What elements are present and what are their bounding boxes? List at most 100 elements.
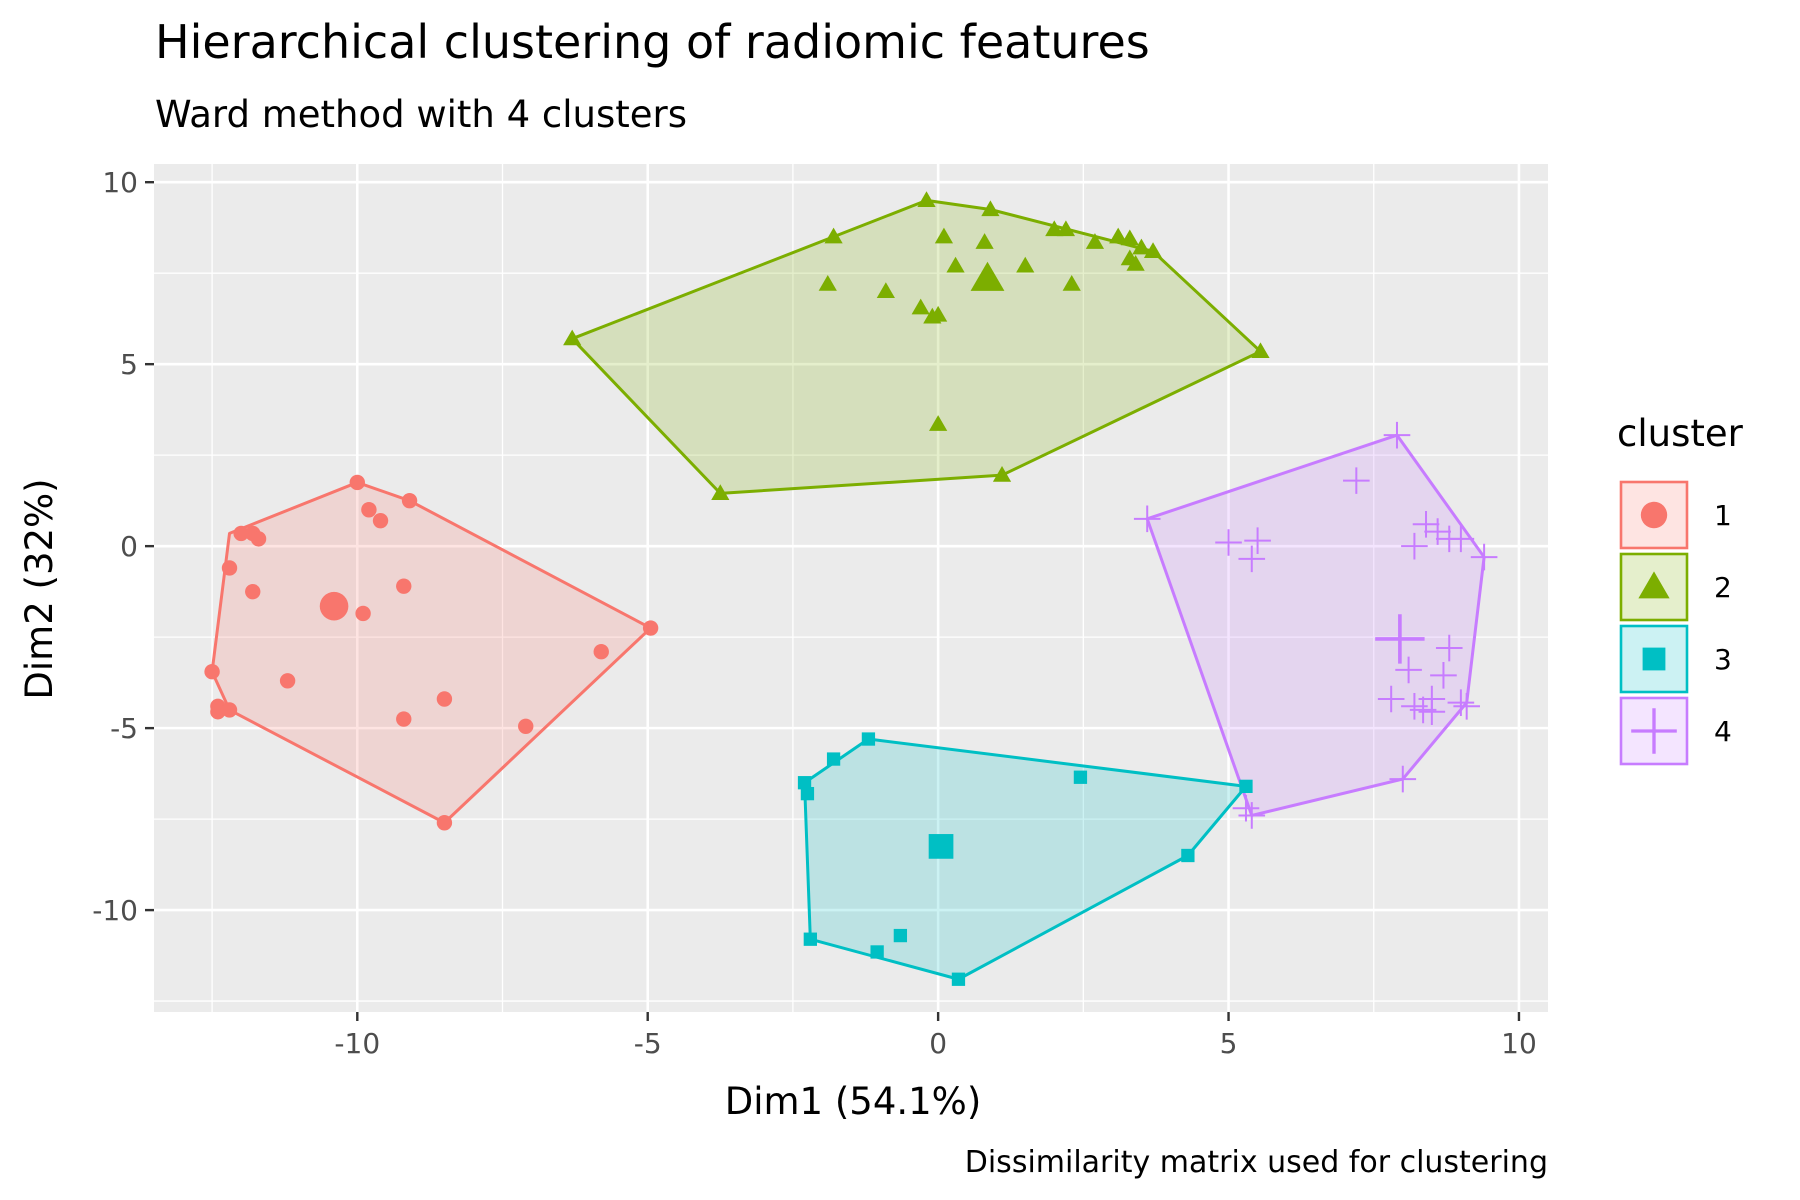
cluster-1-point [221,702,238,718]
cluster-2-centroid [970,261,1005,291]
cluster-2-point [946,256,965,273]
cluster-2-point [876,282,895,298]
cluster-2-point [975,233,994,249]
cluster-2-point [1016,256,1035,273]
y-axis-title: Dim2 (32%) [18,478,61,699]
chart-title: Hierarchical clustering of radiomic feat… [155,15,1150,69]
cluster-1-point [210,704,226,720]
legend-label-3: 3 [1714,643,1732,676]
legend-item-4: 4 [1619,696,1732,766]
cluster-1-point [396,711,412,727]
legend-label-2: 2 [1714,571,1732,604]
cluster-2-point [1143,242,1163,258]
cluster-2-point [1062,274,1081,291]
axes: -10 -5 0 5 10 -10 -5 0 5 10 [92,166,1537,1060]
cluster-4-point [1215,529,1242,556]
cluster-4-point [1232,794,1260,822]
cluster-3-point [1073,770,1088,784]
cluster-1-point [436,691,453,707]
cluster-4-point [1238,545,1266,573]
cluster-3-point [951,972,966,986]
cluster-3-point [1181,848,1195,863]
cluster-2-point [1126,254,1145,271]
cluster-4-centroid [1375,614,1425,664]
cluster-2-point [711,484,730,500]
cluster-2-point [992,466,1012,482]
cluster-1-hull [210,480,653,825]
cluster-3-centroid [928,834,954,859]
x-tick-label: 0 [929,1027,947,1060]
cluster-1-point [518,718,534,735]
cluster-1-centroid [319,591,349,621]
cluster-2-point [818,274,837,291]
cluster-1-point [593,643,609,660]
cluster-3-point [800,786,815,801]
cluster-4-point [1133,505,1161,533]
legend-symbol-4 [1631,708,1677,754]
cluster-4-point [1244,527,1271,554]
cluster-4-point [1418,698,1446,726]
cluster-1-point [372,512,389,529]
legend-label-1: 1 [1714,499,1732,532]
x-axis-title: Dim1 (54.1%) [725,1080,982,1123]
cluster-1-point [279,673,296,689]
cluster-1-point [396,578,412,594]
cluster-1-point [250,531,267,547]
cluster-4-point [1470,543,1498,571]
cluster-2-point [1056,220,1076,237]
cluster-4-point [1424,518,1451,545]
cluster-3-point [826,752,841,766]
cluster-4-point [1412,511,1440,538]
cluster-4-point [1377,685,1405,713]
cluster-1-point [436,815,453,831]
cluster-4-point [1343,467,1370,494]
x-tick-label: -10 [334,1027,380,1060]
legend-label-4: 4 [1714,715,1732,748]
x-tick-label: -5 [634,1027,662,1060]
y-tick-label: -10 [92,894,138,927]
cluster-1-point [233,525,249,542]
cluster-2-point [1045,220,1064,237]
cluster-3-point [893,928,908,943]
cluster-2-point [1132,238,1151,255]
cluster-1-point [361,502,377,518]
y-tick-label: 10 [102,166,138,199]
cluster-1-point [642,620,659,636]
x-tick-label: 10 [1501,1027,1537,1060]
x-tick-label: 5 [1220,1027,1238,1060]
legend-symbol-1 [1640,501,1668,529]
cluster-4-point [1383,421,1411,449]
cluster-3-point [797,776,812,790]
legend: cluster 1 2 3 4 [1617,412,1744,766]
cluster-4-point [1435,634,1463,662]
cluster-3-point [870,945,884,959]
cluster-2-point [824,227,843,244]
cluster-4-point [1453,692,1480,720]
cluster-2-point [563,329,582,346]
cluster-4-point [1430,662,1457,689]
plot-panel [154,164,1548,1012]
legend-symbol-3 [1642,647,1666,671]
cluster-4-point [1238,802,1266,829]
cluster-4-point [1395,656,1422,684]
cluster-2-point [1109,227,1128,244]
legend-item-1: 1 [1619,480,1732,550]
legend-item-3: 3 [1619,624,1732,694]
cluster-2-point [917,191,936,208]
y-tick-label: 5 [120,348,138,381]
legend-symbol-2 [1638,571,1670,599]
y-tick-label: 0 [120,530,138,563]
cluster-4-point [1401,532,1428,560]
cluster-1-point [349,474,365,491]
cluster-3-point [861,732,876,746]
cluster-2-point [911,298,930,315]
y-tick-label: -5 [110,712,138,745]
cluster-3-point [1239,779,1253,794]
cluster-hulls [210,198,1486,981]
cluster-2-point [929,415,948,431]
cluster-1-point [401,492,418,509]
cluster-2-point [934,227,954,244]
cluster-1-point [221,560,238,576]
cluster-3-point [803,932,817,946]
